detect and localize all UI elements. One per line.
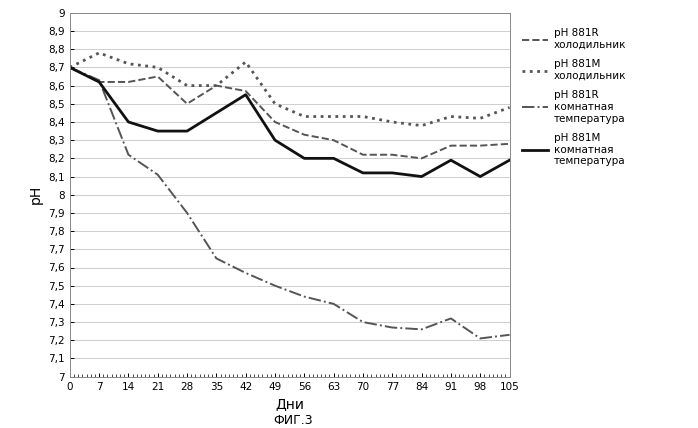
X-axis label: Дни: Дни (275, 397, 304, 411)
Legend: pH 881R
холодильник, pH 881M
холодильник, pH 881R
комнатная
температура, pH 881M: pH 881R холодильник, pH 881M холодильник… (519, 25, 629, 169)
Text: ФИГ.3: ФИГ.3 (274, 414, 313, 427)
Y-axis label: pH: pH (29, 185, 43, 204)
